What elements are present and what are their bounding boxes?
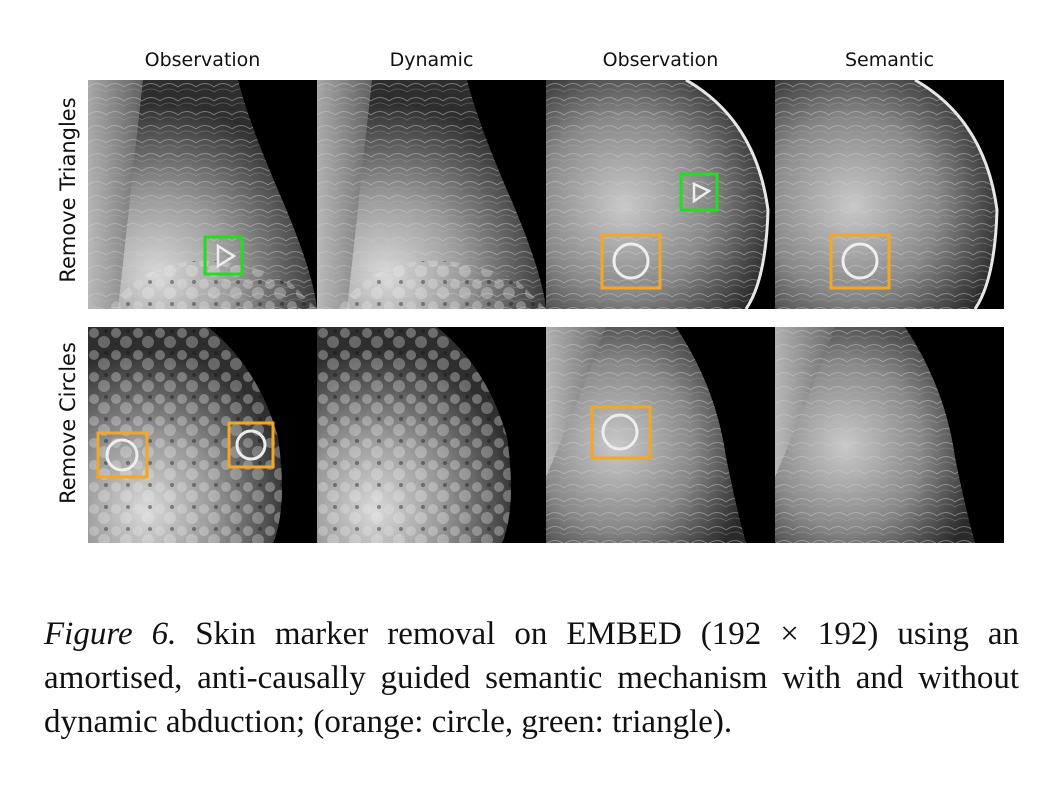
circle-marker-box <box>590 405 652 460</box>
image-triangles-observation <box>88 80 317 309</box>
column-header-dynamic: Dynamic <box>389 49 474 71</box>
image-triangles-semantic <box>775 80 1004 309</box>
figure-caption: Figure 6. Skin marker removal on EMBED (… <box>44 612 1019 744</box>
image-circles-semantic <box>775 327 1004 543</box>
image-circles-dynamic <box>317 327 546 543</box>
caption-text: Skin marker removal on EMBED (192 × 192)… <box>44 616 1019 740</box>
column-header-semantic: Semantic <box>844 49 935 71</box>
image-triangles-dynamic <box>317 80 546 309</box>
circle-marker-box <box>600 233 662 290</box>
triangle-marker-box <box>679 172 719 212</box>
circle-marker-box <box>96 431 149 479</box>
column-header-observation-1: Observation <box>144 49 261 71</box>
circle-marker-box <box>227 421 275 469</box>
triangle-marker-box <box>203 235 244 276</box>
figure-label: Figure 6. <box>44 616 177 652</box>
image-circles-observation-2 <box>546 327 775 543</box>
row-label-remove-triangles: Remove Triangles <box>56 97 80 283</box>
row-label-remove-circles: Remove Circles <box>56 342 80 504</box>
image-circles-observation <box>88 327 317 543</box>
column-header-observation-2: Observation <box>602 49 719 71</box>
image-triangles-observation-2 <box>546 80 775 309</box>
circle-marker-box <box>829 233 891 290</box>
